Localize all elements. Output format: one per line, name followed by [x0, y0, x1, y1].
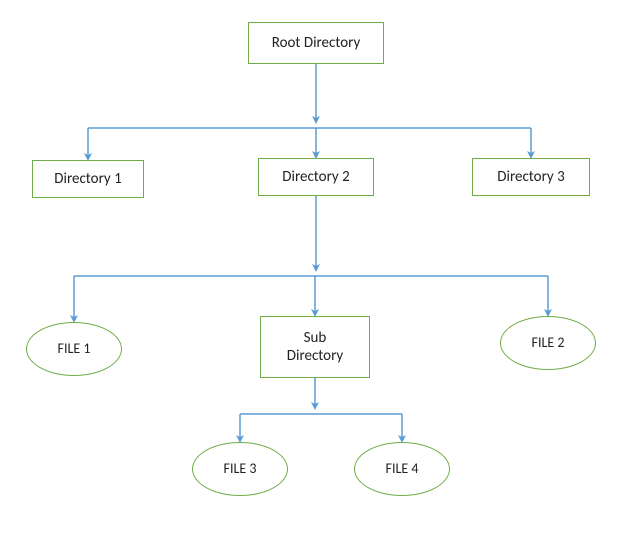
node-sub: Sub Directory [260, 316, 370, 378]
node-label: Directory 1 [54, 170, 121, 188]
diagram-edges [0, 0, 628, 541]
node-label: FILE 1 [58, 341, 91, 358]
node-root: Root Directory [248, 22, 384, 64]
node-label: FILE 3 [224, 461, 257, 478]
node-file3: FILE 3 [192, 442, 288, 496]
node-dir1: Directory 1 [32, 160, 144, 198]
node-label: FILE 4 [386, 461, 419, 478]
node-file1: FILE 1 [26, 322, 122, 376]
node-label: FILE 2 [532, 335, 565, 352]
node-label: Directory 2 [282, 168, 349, 186]
node-label: Directory 3 [497, 168, 564, 186]
node-label: Root Directory [272, 34, 360, 52]
node-dir2: Directory 2 [258, 158, 374, 196]
node-label: Sub Directory [287, 329, 343, 365]
node-dir3: Directory 3 [472, 158, 590, 196]
node-file2: FILE 2 [500, 316, 596, 370]
node-file4: FILE 4 [354, 442, 450, 496]
